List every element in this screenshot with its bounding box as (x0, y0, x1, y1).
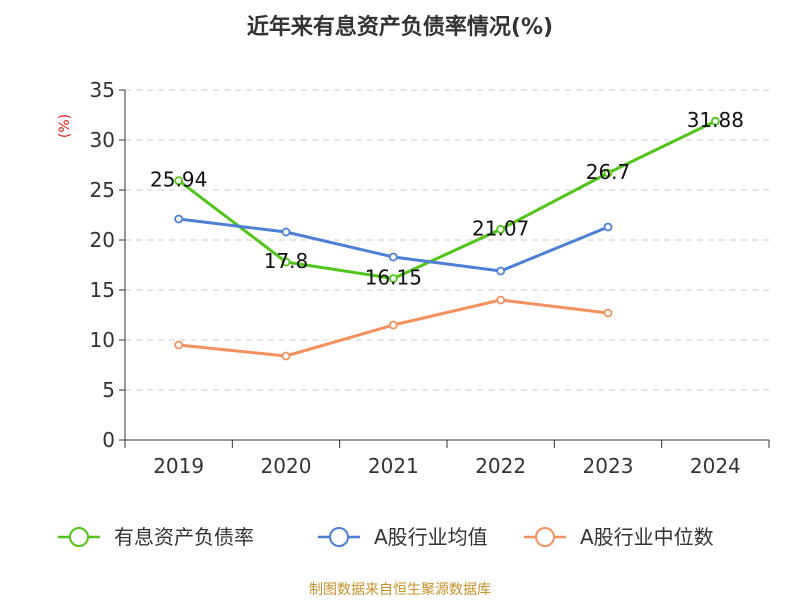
source-note: 制图数据来自恒生聚源数据库 (309, 582, 491, 598)
series-line (177, 119, 717, 280)
data-label: 16.15 (365, 266, 422, 290)
data-point[interactable] (388, 274, 398, 283)
data-point[interactable] (174, 340, 184, 350)
legend-item[interactable]: A股行业中位数 (524, 525, 714, 549)
y-tick-label: 0 (102, 428, 115, 452)
y-tick-label: 10 (90, 328, 115, 352)
y-tick-label: 20 (90, 228, 115, 252)
data-point[interactable] (603, 308, 613, 318)
data-point[interactable] (603, 168, 613, 178)
y-tick-label: 30 (90, 128, 115, 152)
legend[interactable]: 有息资产负债率 A股行业均值 A股行业中位数 (58, 525, 714, 549)
data-point[interactable] (710, 116, 720, 126)
series-line (177, 217, 610, 273)
data-point[interactable] (174, 176, 184, 186)
axes: 0 5 10 15 20 25 30 35 2019 2020 2021 2022 2023 2024 (90, 78, 770, 478)
x-tick-label: 2024 (690, 454, 741, 478)
data-point[interactable] (496, 224, 506, 234)
legend-label: A股行业中位数 (580, 525, 714, 549)
data-labels: 25.94 17.8 16.15 21.07 26.7 31.88 (150, 108, 744, 289)
data-point[interactable] (388, 320, 398, 330)
legend-marker (329, 527, 349, 547)
data-point[interactable] (388, 252, 398, 262)
chart-title: 近年来有息资产负债率情况(%) (247, 14, 553, 40)
data-point[interactable] (174, 214, 184, 224)
data-point[interactable] (281, 351, 291, 361)
x-tick-label: 2023 (583, 454, 634, 478)
series-lines (174, 116, 720, 361)
legend-marker (69, 527, 89, 547)
data-point[interactable] (281, 227, 291, 237)
data-label: 25.94 (150, 168, 207, 192)
legend-label: 有息资产负债率 (114, 525, 254, 549)
legend-item[interactable]: A股行业均值 (318, 525, 488, 549)
grid-lines (125, 89, 769, 391)
data-label: 31.88 (687, 108, 744, 132)
y-tick-label: 15 (90, 278, 115, 302)
y-tick-label: 25 (90, 178, 115, 202)
data-label: 26.7 (586, 160, 631, 184)
legend-marker (535, 527, 555, 547)
data-point[interactable] (603, 222, 613, 232)
y-tick-label: 5 (102, 378, 115, 402)
x-tick-label: 2022 (475, 454, 526, 478)
data-point[interactable] (496, 266, 506, 276)
y-tick-label: 35 (90, 78, 115, 102)
legend-label: A股行业均值 (374, 525, 488, 549)
x-tick-label: 2019 (153, 454, 204, 478)
y-axis-unit-label: (%) (57, 114, 73, 138)
data-label: 17.8 (264, 249, 309, 273)
x-tick-label: 2020 (261, 454, 312, 478)
data-label: 21.07 (472, 216, 529, 240)
legend-item[interactable]: 有息资产负债率 (58, 525, 254, 549)
data-point[interactable] (496, 295, 506, 305)
x-tick-label: 2021 (368, 454, 419, 478)
data-point[interactable] (281, 257, 291, 267)
